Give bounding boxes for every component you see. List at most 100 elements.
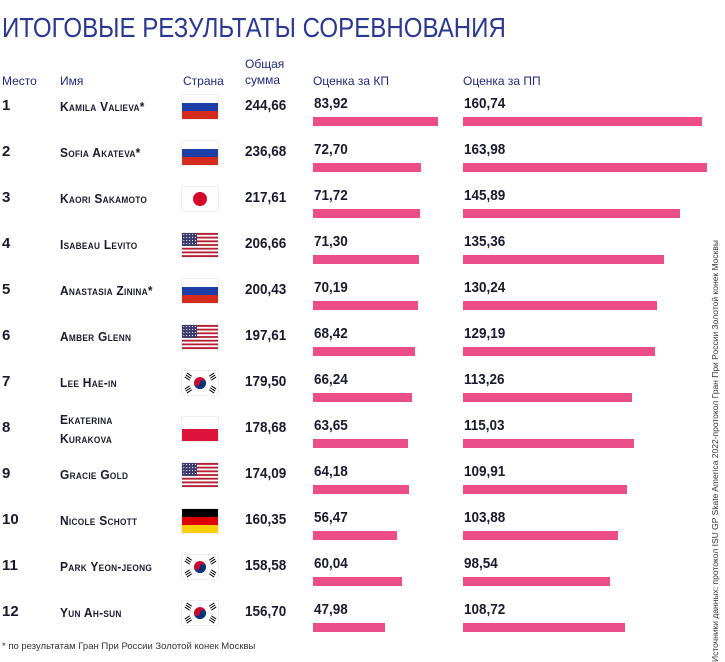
- short-program-bar: [313, 393, 412, 402]
- place-number: 2: [2, 143, 11, 160]
- russia-flag-icon: [182, 279, 218, 303]
- japan-flag-icon: [182, 187, 218, 211]
- short-program-bar: [313, 439, 408, 448]
- free-program-label: 160,74: [464, 95, 506, 112]
- free-program-bar: [463, 531, 618, 540]
- short-program-bar: [313, 531, 398, 540]
- total-score: 179,50: [245, 373, 287, 390]
- total-score: 178,68: [245, 419, 287, 436]
- short-program-bar: [313, 301, 418, 310]
- header-total: Общая сумма: [245, 57, 285, 87]
- short-program-label: 71,30: [314, 233, 348, 250]
- short-program-label: 70,19: [314, 279, 348, 296]
- free-program-bar: [463, 163, 707, 172]
- free-program-bar: [463, 255, 665, 264]
- short-program-bar: [313, 485, 409, 494]
- place-number: 11: [2, 557, 18, 574]
- total-score: 236,68: [245, 143, 287, 160]
- place-number: 8: [2, 419, 11, 436]
- skater-name: Amber Glenn: [60, 329, 132, 344]
- total-score: 156,70: [245, 603, 287, 620]
- total-score: 158,58: [245, 557, 287, 574]
- skater-name: Sofia Akateva*: [60, 145, 141, 160]
- short-program-bar: [313, 623, 385, 632]
- skater-name: Gracie Gold: [60, 467, 129, 482]
- place-number: 7: [2, 373, 11, 390]
- skater-name: Nicole Schott: [60, 513, 138, 528]
- short-program-label: 64,18: [314, 463, 348, 480]
- free-program-label: 135,36: [464, 233, 506, 250]
- skater-name: Isabeau Levito: [60, 237, 138, 252]
- header-name: Имя: [60, 74, 84, 88]
- free-program-label: 109,91: [464, 463, 506, 480]
- total-score: 244,66: [245, 97, 287, 114]
- free-program-bar: [463, 393, 632, 402]
- free-program-bar: [463, 117, 703, 126]
- total-score: 200,43: [245, 281, 287, 298]
- free-program-bar: [463, 485, 627, 494]
- short-program-bar: [313, 577, 403, 586]
- skater-name: Kaori Sakamoto: [60, 191, 148, 206]
- total-score: 174,09: [245, 465, 287, 482]
- usa-flag-icon: [182, 233, 218, 257]
- short-program-label: 63,65: [314, 417, 348, 434]
- short-program-bar: [313, 209, 420, 218]
- short-program-bar: [313, 255, 420, 264]
- short-program-bar: [313, 347, 415, 356]
- free-program-label: 129,19: [464, 325, 506, 342]
- total-score: 217,61: [245, 189, 287, 206]
- data-source-text: Источники данных: протокол ISU GP Skate …: [710, 240, 720, 662]
- free-program-label: 113,26: [464, 371, 505, 388]
- footnote: * по результатам Гран При России Золотой…: [2, 641, 256, 652]
- skater-name: Anastasia Zinina*: [60, 283, 153, 298]
- short-program-label: 68,42: [314, 325, 348, 342]
- place-number: 6: [2, 327, 11, 344]
- place-number: 3: [2, 189, 11, 206]
- skater-name: Kamila Valieva*: [60, 99, 145, 114]
- place-number: 4: [2, 235, 11, 252]
- free-program-bar: [463, 301, 657, 310]
- skater-name: Yun Ah-sun: [60, 605, 122, 620]
- germany-flag-icon: [182, 509, 218, 533]
- place-number: 1: [2, 97, 11, 114]
- skater-name: Ekaterina Kurakova: [60, 412, 113, 446]
- free-program-label: 130,24: [464, 279, 506, 296]
- free-program-label: 145,89: [464, 187, 506, 204]
- free-program-bar: [463, 209, 681, 218]
- short-program-label: 66,24: [314, 371, 348, 388]
- skater-name: Lee Hae-in: [60, 375, 117, 390]
- usa-flag-icon: [182, 463, 218, 487]
- russia-flag-icon: [182, 141, 218, 165]
- short-program-label: 47,98: [314, 601, 348, 618]
- short-program-label: 60,04: [314, 555, 348, 572]
- header-free-program: Оценка за ПП: [463, 74, 541, 88]
- header-place: Место: [2, 74, 37, 88]
- header-short-program: Оценка за КП: [313, 74, 390, 88]
- header-country: Страна: [183, 74, 224, 88]
- free-program-bar: [463, 577, 610, 586]
- short-program-bar: [313, 163, 422, 172]
- place-number: 10: [2, 511, 19, 528]
- free-program-label: 163,98: [464, 141, 506, 158]
- korea-flag-icon: [182, 555, 218, 579]
- place-number: 12: [2, 603, 19, 620]
- page-title: ИТОГОВЫЕ РЕЗУЛЬТАТЫ СОРЕВНОВАНИЯ: [2, 12, 506, 43]
- short-program-bar: [313, 117, 438, 126]
- place-number: 5: [2, 281, 11, 298]
- place-number: 9: [2, 465, 11, 482]
- free-program-bar: [463, 439, 635, 448]
- russia-flag-icon: [182, 95, 218, 119]
- short-program-label: 56,47: [314, 509, 348, 526]
- free-program-label: 108,72: [464, 601, 506, 618]
- short-program-label: 83,92: [314, 95, 348, 112]
- korea-flag-icon: [182, 601, 218, 625]
- free-program-label: 103,88: [464, 509, 506, 526]
- korea-flag-icon: [182, 371, 218, 395]
- free-program-label: 115,03: [464, 417, 505, 434]
- free-program-bar: [463, 623, 625, 632]
- free-program-bar: [463, 347, 656, 356]
- skater-name: Park Yeon-jeong: [60, 559, 153, 574]
- short-program-label: 71,72: [314, 187, 348, 204]
- total-score: 206,66: [245, 235, 287, 252]
- short-program-label: 72,70: [314, 141, 348, 158]
